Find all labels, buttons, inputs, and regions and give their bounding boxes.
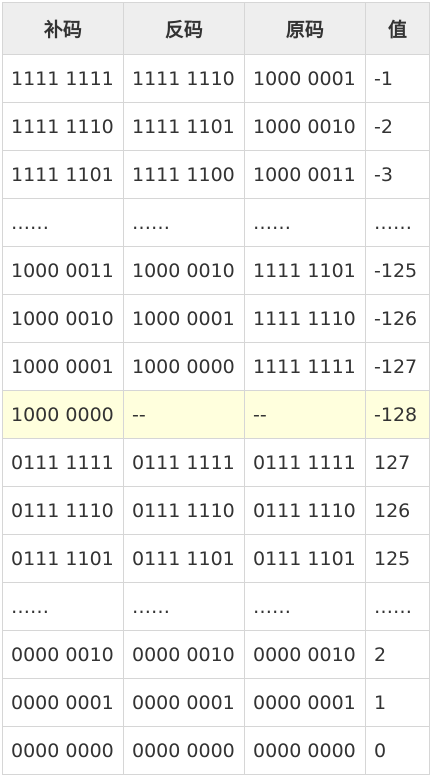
cell-value: 0 bbox=[365, 726, 430, 775]
header-complement: 补码 bbox=[2, 2, 124, 55]
table-row: 0111 1101 0111 1101 0111 1101 125 bbox=[2, 534, 430, 583]
cell-sign-magnitude: 0000 0001 bbox=[244, 678, 366, 727]
cell-value: 1 bbox=[365, 678, 430, 727]
cell-sign-magnitude: 0000 0000 bbox=[244, 726, 366, 775]
cell-complement: 1000 0010 bbox=[2, 294, 124, 343]
cell-complement: 1000 0011 bbox=[2, 246, 124, 295]
cell-complement: 0111 1110 bbox=[2, 486, 124, 535]
cell-ones-complement: 1111 1110 bbox=[123, 54, 245, 103]
binary-encoding-table: 补码 反码 原码 值 1111 1111 1111 1110 1000 0001… bbox=[2, 2, 430, 775]
cell-ones-complement: 1000 0000 bbox=[123, 342, 245, 391]
header-row: 补码 反码 原码 值 bbox=[2, 2, 430, 55]
cell-sign-magnitude: …… bbox=[244, 198, 366, 247]
table-row: 0000 0001 0000 0001 0000 0001 1 bbox=[2, 678, 430, 727]
table-row: …… …… …… …… bbox=[2, 582, 430, 631]
cell-complement: 0111 1111 bbox=[2, 438, 124, 487]
cell-value: -3 bbox=[365, 150, 430, 199]
cell-complement: 0000 0001 bbox=[2, 678, 124, 727]
cell-value: 126 bbox=[365, 486, 430, 535]
cell-ones-complement: …… bbox=[123, 582, 245, 631]
cell-sign-magnitude: 0000 0010 bbox=[244, 630, 366, 679]
cell-sign-magnitude: 0111 1101 bbox=[244, 534, 366, 583]
cell-complement: …… bbox=[2, 198, 124, 247]
header-value: 值 bbox=[365, 2, 430, 55]
cell-ones-complement: 1111 1101 bbox=[123, 102, 245, 151]
cell-value: …… bbox=[365, 198, 430, 247]
cell-ones-complement: 0000 0001 bbox=[123, 678, 245, 727]
cell-sign-magnitude: -- bbox=[244, 390, 366, 439]
cell-value: -2 bbox=[365, 102, 430, 151]
cell-value: -126 bbox=[365, 294, 430, 343]
header-sign-magnitude: 原码 bbox=[244, 2, 366, 55]
cell-complement: 0000 0010 bbox=[2, 630, 124, 679]
cell-sign-magnitude: 1000 0011 bbox=[244, 150, 366, 199]
cell-sign-magnitude: 1111 1101 bbox=[244, 246, 366, 295]
cell-value: 125 bbox=[365, 534, 430, 583]
table-row: …… …… …… …… bbox=[2, 198, 430, 247]
cell-ones-complement: -- bbox=[123, 390, 245, 439]
cell-value: -127 bbox=[365, 342, 430, 391]
cell-ones-complement: 0111 1101 bbox=[123, 534, 245, 583]
table-row: 1000 0001 1000 0000 1111 1111 -127 bbox=[2, 342, 430, 391]
header-ones-complement: 反码 bbox=[123, 2, 245, 55]
cell-ones-complement: …… bbox=[123, 198, 245, 247]
table-row: 0000 0010 0000 0010 0000 0010 2 bbox=[2, 630, 430, 679]
cell-ones-complement: 0111 1110 bbox=[123, 486, 245, 535]
cell-ones-complement: 0000 0000 bbox=[123, 726, 245, 775]
cell-sign-magnitude: …… bbox=[244, 582, 366, 631]
cell-sign-magnitude: 1000 0001 bbox=[244, 54, 366, 103]
cell-ones-complement: 1000 0010 bbox=[123, 246, 245, 295]
cell-sign-magnitude: 1111 1111 bbox=[244, 342, 366, 391]
cell-sign-magnitude: 0111 1111 bbox=[244, 438, 366, 487]
cell-sign-magnitude: 1000 0010 bbox=[244, 102, 366, 151]
table-row: 1111 1111 1111 1110 1000 0001 -1 bbox=[2, 54, 430, 103]
cell-value: …… bbox=[365, 582, 430, 631]
table-row: 0000 0000 0000 0000 0000 0000 0 bbox=[2, 726, 430, 775]
cell-complement: 1111 1101 bbox=[2, 150, 124, 199]
table-row: 0111 1111 0111 1111 0111 1111 127 bbox=[2, 438, 430, 487]
cell-ones-complement: 1111 1100 bbox=[123, 150, 245, 199]
table-row: 1000 0010 1000 0001 1111 1110 -126 bbox=[2, 294, 430, 343]
cell-sign-magnitude: 0111 1110 bbox=[244, 486, 366, 535]
cell-ones-complement: 1000 0001 bbox=[123, 294, 245, 343]
cell-complement: 1111 1111 bbox=[2, 54, 124, 103]
cell-value: 2 bbox=[365, 630, 430, 679]
cell-complement: 1000 0000 bbox=[2, 390, 124, 439]
cell-complement: 0111 1101 bbox=[2, 534, 124, 583]
table-row: 1111 1101 1111 1100 1000 0011 -3 bbox=[2, 150, 430, 199]
table-row: 1111 1110 1111 1101 1000 0010 -2 bbox=[2, 102, 430, 151]
cell-complement: 1111 1110 bbox=[2, 102, 124, 151]
cell-complement: 0000 0000 bbox=[2, 726, 124, 775]
cell-ones-complement: 0111 1111 bbox=[123, 438, 245, 487]
table-row-highlighted: 1000 0000 -- -- -128 bbox=[2, 390, 430, 439]
table-row: 0111 1110 0111 1110 0111 1110 126 bbox=[2, 486, 430, 535]
cell-value: -1 bbox=[365, 54, 430, 103]
table-row: 1000 0011 1000 0010 1111 1101 -125 bbox=[2, 246, 430, 295]
cell-complement: 1000 0001 bbox=[2, 342, 124, 391]
cell-value: 127 bbox=[365, 438, 430, 487]
cell-sign-magnitude: 1111 1110 bbox=[244, 294, 366, 343]
cell-value: -125 bbox=[365, 246, 430, 295]
cell-value: -128 bbox=[365, 390, 430, 439]
cell-ones-complement: 0000 0010 bbox=[123, 630, 245, 679]
cell-complement: …… bbox=[2, 582, 124, 631]
